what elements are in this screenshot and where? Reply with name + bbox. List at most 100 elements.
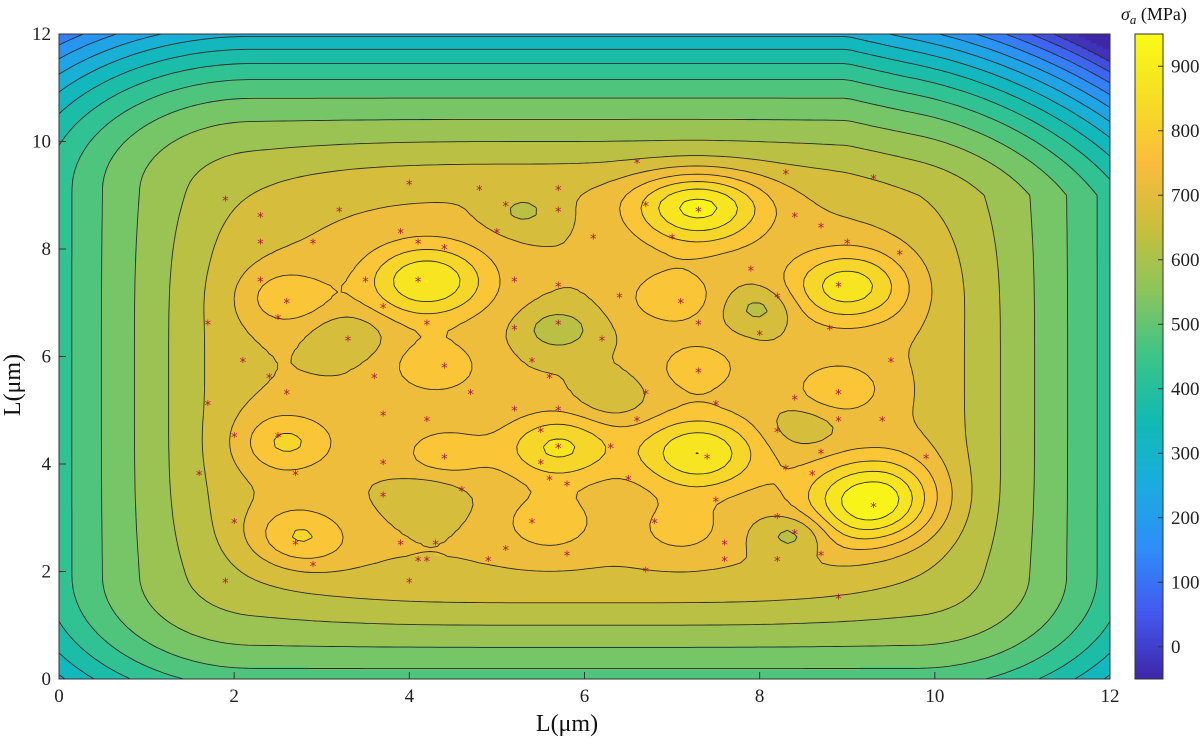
sample-point: * [870,501,877,516]
colorbar-tick-label: 100 [1171,572,1200,593]
sample-point: * [774,426,781,441]
sample-point: * [266,372,273,387]
sample-point: * [844,238,851,253]
sample-point: * [397,539,404,554]
x-tick-label: 2 [229,686,239,707]
contour-line-0 [1053,34,1110,62]
sample-point: * [756,329,763,344]
sample-point: * [835,281,842,296]
sample-point: * [774,512,781,527]
sample-point: * [809,469,816,484]
sample-point: * [424,318,431,333]
sample-point: * [555,404,562,419]
sample-point: * [555,442,562,457]
sample-point: * [634,415,641,430]
y-axis: 0 2 4 6 8 10 12 [32,24,66,690]
sample-point: * [406,576,413,591]
sample-point: * [555,281,562,296]
sample-point: * [205,318,212,333]
sample-point: * [222,576,229,591]
sample-point: * [704,453,711,468]
contour-line-550 [133,118,1036,648]
sample-point: * [651,517,658,532]
y-axis-label: L(μm) [0,354,26,416]
contour-line-900 [679,198,900,521]
colorbar-tick-label: 700 [1171,185,1200,206]
colorbar-tick-label: 600 [1171,250,1200,271]
x-axis: 0 2 4 6 8 10 12 [54,672,1120,707]
sample-point: * [818,447,825,462]
sample-point: * [529,517,536,532]
sample-point: * [555,205,562,220]
sample-point: * [555,318,562,333]
sample-point: * [826,324,833,339]
sample-point: * [205,399,212,414]
sample-point: * [240,356,247,371]
sample-point: * [310,238,317,253]
sample-point: * [441,361,448,376]
y-tick-label: 10 [32,132,51,153]
sample-point: * [608,442,615,457]
contour-fill [59,34,1110,679]
x-tick-label: 0 [54,686,64,707]
sample-point: * [713,496,720,511]
sample-point: * [634,157,641,172]
colorbar-tick-label: 800 [1171,121,1200,142]
colorbar-tick-label: 0 [1171,637,1181,658]
colorbar-title-symbol: σ [1121,4,1131,24]
x-tick-label: 4 [405,686,415,707]
sample-point: * [748,265,755,280]
sample-point: * [511,324,518,339]
sample-point: * [616,291,623,306]
sample-point: * [380,302,387,317]
colorbar-scale [1134,33,1164,680]
sample-point: * [643,200,650,215]
sample-point: * [415,555,422,570]
sample-point: * [345,334,352,349]
sample-point: * [222,195,229,210]
sample-point: * [529,356,536,371]
contour-line-500 [100,97,1069,670]
y-tick-label: 6 [42,347,52,368]
colorbar-ticks: 0 100 200 300 400 500 600 700 800 900 [1158,56,1200,658]
sample-point: * [511,404,518,419]
sample-point: * [397,227,404,242]
sample-point: * [257,211,264,226]
sample-point: * [371,372,378,387]
colorbar: 0 100 200 300 400 500 600 700 800 900 σa (MPa) [1121,4,1200,680]
sample-point: * [643,388,650,403]
sample-point: * [599,334,606,349]
sample-point: * [231,431,238,446]
contour-line-850 [393,188,913,531]
sample-point: * [511,275,518,290]
contour-line-600 [168,139,1001,626]
sample-point: * [835,592,842,607]
sample-point: * [336,205,343,220]
sample-point: * [275,313,282,328]
sample-point: * [835,388,842,403]
sample-point: * [432,539,439,554]
sample-point: * [835,415,842,430]
sample-point: * [415,238,422,253]
sample-point: * [283,388,290,403]
sample-point: * [721,539,728,554]
sample-point: * [888,356,895,371]
colorbar-tick-label: 300 [1171,443,1200,464]
x-tick-label: 10 [925,686,944,707]
sample-point: * [292,469,299,484]
contour-line-400 [59,63,1110,679]
sample-point: * [380,410,387,425]
y-tick-label: 0 [42,669,52,690]
contour-line-200 [59,34,1110,108]
sample-point: * [292,539,299,554]
sample-point: * [283,297,290,312]
sample-point: * [257,275,264,290]
x-tick-label: 12 [1101,686,1120,707]
contour-line-100 [1005,34,1110,84]
y-tick-label: 12 [32,24,51,45]
sample-point: * [362,275,369,290]
x-tick-label: 6 [580,686,590,707]
colorbar-title-unit: (MPa) [1136,4,1187,25]
sample-point: * [695,205,702,220]
